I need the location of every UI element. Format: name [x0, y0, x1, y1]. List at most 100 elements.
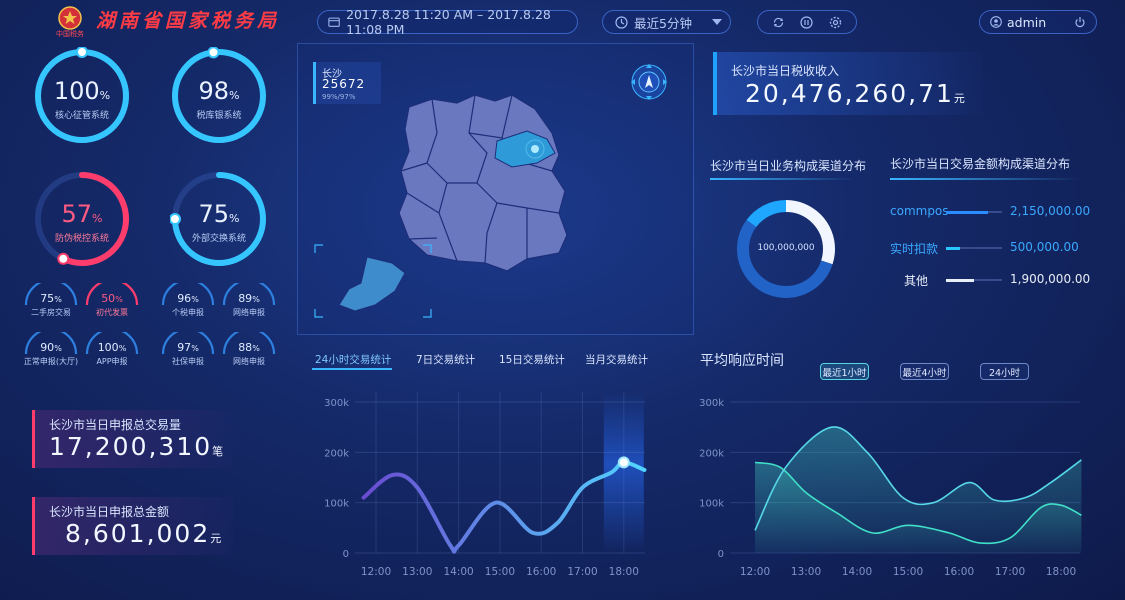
card-title: 长沙市当日申报总交易量 — [49, 418, 182, 432]
mini-ring-value: 75% — [40, 292, 62, 305]
service-mini-ring[interactable]: 75% 二手房交易 — [21, 283, 81, 323]
channel-value: 2,150,000.00 — [1010, 204, 1091, 218]
x-tick-label: 18:00 — [609, 566, 639, 578]
tab-0[interactable]: 24小时交易统计 — [315, 354, 392, 366]
x-tick-label: 16:00 — [944, 566, 974, 578]
range-1h-button[interactable]: 最近1小时 — [820, 363, 869, 380]
y-tick-label: 100k — [699, 499, 724, 510]
date-range-text: 2017.8.28 11:20 AM – 2017.8.28 11:08 PM — [346, 7, 551, 37]
revenue-title: 长沙市当日税收收入 — [731, 64, 840, 78]
channel-distribution-title: 长沙市当日业务构成渠道分布 — [710, 159, 867, 173]
caret-down-icon — [711, 19, 722, 25]
map-city-info: 长沙 25672 99%/97% — [313, 62, 381, 104]
user-icon — [990, 16, 1002, 28]
date-range-picker[interactable]: 2017.8.28 11:20 AM – 2017.8.28 11:08 PM — [317, 7, 578, 37]
transaction-24h-line-chart[interactable]: 0 100k 200k 300k 12:00 13:00 14:00 15:00 16:00 17… — [300, 385, 660, 585]
x-tick-label: 14:00 — [842, 566, 872, 578]
service-mini-ring[interactable]: 50% 初代发票 — [82, 283, 142, 323]
gear-icon[interactable] — [829, 16, 842, 29]
daily-declaration-amount-card: 长沙市当日申报总金额 8,601,002元 — [32, 497, 233, 555]
mini-ring-value: 89% — [238, 292, 260, 305]
service-mini-ring[interactable]: 96% 个税申报 — [158, 283, 218, 323]
y-tick-label: 200k — [699, 448, 724, 459]
mini-ring-label: 个税申报 — [172, 308, 204, 317]
range-24h-button[interactable]: 24小时 — [980, 363, 1029, 380]
map-city-name: 长沙 — [322, 69, 342, 80]
y-tick-label: 200k — [324, 448, 349, 459]
x-tick-label: 14:00 — [443, 566, 473, 578]
ring-end-dot — [169, 213, 181, 225]
channel-bar-track — [946, 210, 1002, 214]
ring-label: 税库银系统 — [196, 111, 242, 121]
control-buttons — [757, 10, 857, 34]
revenue-value: 20,476,260,71元 — [745, 79, 965, 108]
card-title: 长沙市当日申报总金额 — [49, 505, 170, 519]
refresh-interval-text: 最近5分钟 — [634, 15, 692, 31]
channel-name: 其他 — [904, 274, 929, 288]
channel-value: 1,900,000.00 — [1010, 272, 1091, 286]
ring-value: 57% — [61, 200, 103, 228]
ring-value: 100% — [53, 77, 111, 105]
response-time-title: 平均响应时间 — [700, 353, 784, 369]
y-tick-label: 300k — [699, 398, 724, 409]
mini-ring-label: 社保申报 — [172, 357, 204, 366]
tab-3[interactable]: 当月交易统计 — [585, 354, 648, 366]
mini-ring-value: 50% — [101, 292, 123, 305]
refresh-interval-select[interactable]: 最近5分钟 — [602, 10, 731, 34]
x-tick-label: 18:00 — [1046, 566, 1076, 578]
status-ring[interactable]: 75% 外部交换系统 — [169, 170, 268, 268]
channel-donut-chart[interactable] — [730, 193, 842, 305]
service-mini-ring[interactable]: 90% 正常申报(大厅) — [21, 332, 81, 372]
user-menu[interactable]: admin — [979, 10, 1097, 34]
amount-distribution-title: 长沙市当日交易金额构成渠道分布 — [890, 157, 1071, 171]
range-4h-button[interactable]: 最近4小时 — [900, 363, 949, 380]
map-city-ratio: 99%/97% — [322, 93, 356, 101]
donut-segment — [737, 200, 835, 298]
mini-ring-label: 网络申报 — [233, 357, 265, 366]
refresh-icon[interactable] — [772, 16, 785, 29]
ring-end-dot — [76, 46, 88, 58]
channel-bar-track — [946, 246, 1002, 250]
ring-label: 核心征管系统 — [54, 111, 109, 121]
channel-bar-fill — [946, 210, 988, 214]
mini-ring-value: 96% — [177, 292, 199, 305]
mini-ring-label: 初代发票 — [96, 308, 128, 317]
channel-name: commpos — [890, 204, 949, 218]
section-underline — [710, 178, 854, 180]
y-tick-label: 0 — [718, 549, 724, 560]
brand-title: 湖南省国家税务局 — [96, 10, 281, 32]
ring-end-dot — [57, 252, 70, 265]
section-underline — [890, 178, 1080, 180]
ring-value: 98% — [198, 77, 240, 105]
mini-ring-label: 正常申报(大厅) — [23, 357, 79, 366]
x-tick-label: 13:00 — [402, 566, 432, 578]
calendar-icon — [328, 17, 340, 27]
mini-ring-label: APP申报 — [96, 357, 128, 366]
series-line — [754, 426, 1082, 531]
service-mini-ring[interactable]: 100% APP申报 — [82, 332, 142, 372]
service-mini-ring[interactable]: 88% 网络申报 — [219, 332, 279, 372]
channel-bar-fill — [946, 246, 960, 250]
card-value: 8,601,002元 — [65, 519, 222, 548]
compass-icon[interactable] — [629, 62, 669, 102]
power-icon[interactable] — [1074, 16, 1086, 28]
mini-ring-value: 100% — [97, 341, 127, 354]
status-ring[interactable]: 98% 税库银系统 — [170, 46, 268, 145]
mini-ring-label: 网络申报 — [233, 308, 265, 317]
service-mini-ring[interactable]: 97% 社保申报 — [158, 332, 218, 372]
map-city-count: 25672 — [322, 77, 366, 91]
pause-icon[interactable] — [800, 15, 814, 29]
service-mini-ring[interactable]: 89% 网络申报 — [219, 283, 279, 323]
response-time-area-chart[interactable]: 0 100k 200k 300k 12:00 13:00 14:00 15:00 16:00 17… — [690, 385, 1090, 585]
daily-declaration-volume-card: 长沙市当日申报总交易量 17,200,310笔 — [32, 410, 233, 468]
status-ring[interactable]: 100% 核心征管系统 — [33, 46, 131, 145]
x-tick-label: 12:00 — [740, 566, 770, 578]
channel-bar-fill — [946, 278, 974, 282]
hunan-region-map[interactable] — [297, 43, 694, 335]
tab-2[interactable]: 15日交易统计 — [499, 354, 565, 366]
tax-bureau-emblem-icon — [58, 6, 82, 30]
status-ring[interactable]: 57% 防伪税控系统 — [33, 170, 131, 268]
series-area — [755, 426, 1082, 553]
data-point-marker — [617, 456, 630, 469]
tab-1[interactable]: 7日交易统计 — [416, 354, 476, 366]
